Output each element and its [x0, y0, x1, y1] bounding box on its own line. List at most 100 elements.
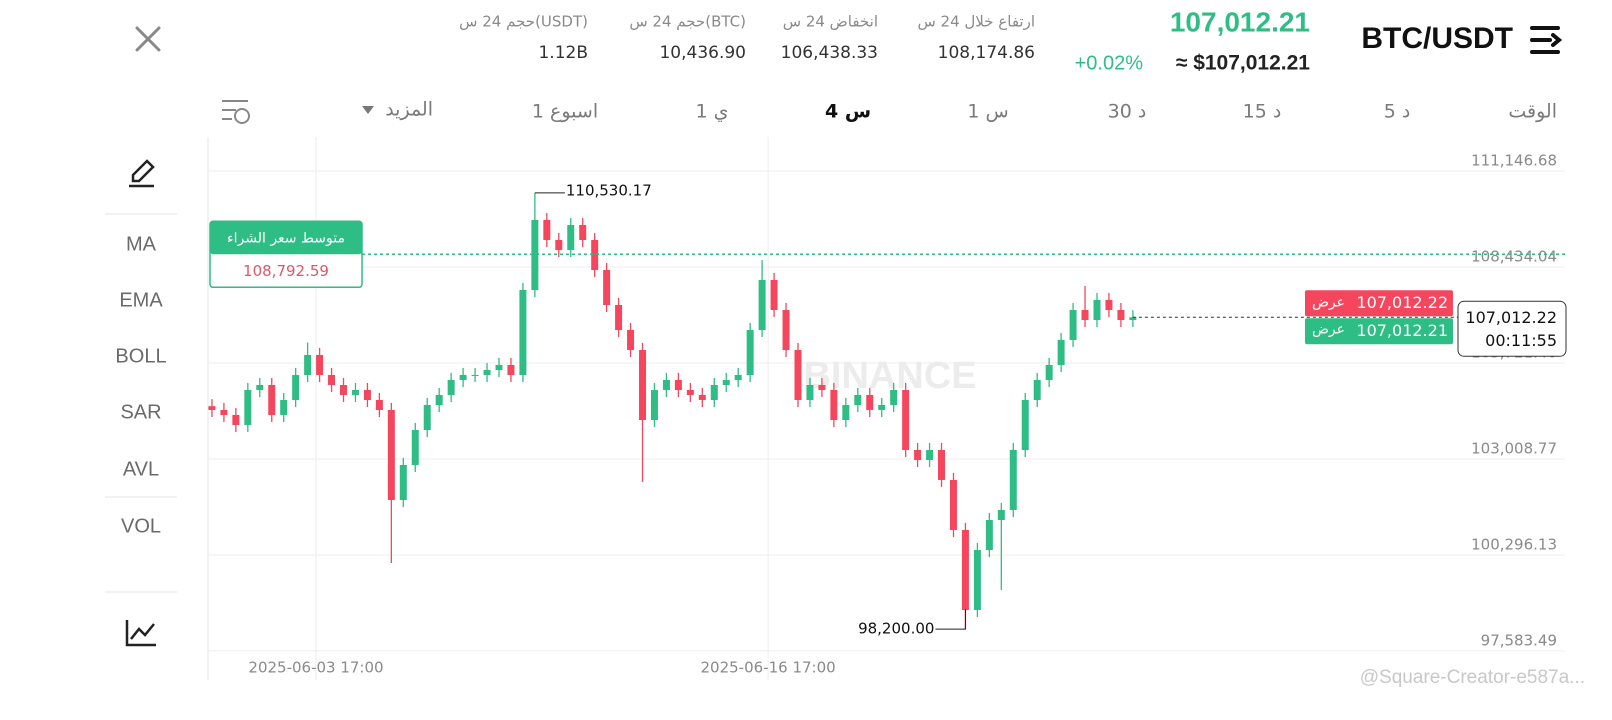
stat-value: 106,438.33 [781, 43, 878, 63]
candle-body [961, 529, 969, 610]
stat-label: ارتفاع خلال 24 س [917, 13, 1035, 31]
candle-body [220, 409, 228, 415]
candle-body [591, 240, 599, 271]
tab[interactable]: 5 د [1384, 101, 1411, 123]
candle-body [423, 404, 431, 430]
candle-body [375, 400, 383, 410]
tab-more[interactable]: المزيد [385, 99, 433, 121]
candle-body [292, 374, 300, 401]
candle-body [387, 409, 395, 501]
plot: 97,583.49100,296.13103,008.77105,721.401… [208, 137, 1567, 680]
candle-body [447, 379, 455, 395]
last-price-box [1457, 300, 1567, 357]
indicator[interactable]: SAR [120, 401, 161, 423]
pair: BTC/USDT [1361, 22, 1513, 55]
indicator[interactable]: VOL [121, 515, 161, 537]
y-tick-label: 108,434.04 [1471, 247, 1557, 265]
candle-body [1009, 450, 1017, 510]
candle-body [615, 305, 623, 330]
stat-label: حجم 24 س(USDT) [459, 13, 588, 31]
candle-body [854, 394, 862, 405]
tab[interactable]: 1 س [967, 101, 1008, 123]
candle-body [1081, 309, 1089, 321]
candle-body [734, 374, 742, 380]
candle-body [806, 385, 814, 401]
menu-icon[interactable] [1530, 26, 1563, 54]
candle-body [938, 450, 946, 480]
watermark: BINANCE [803, 355, 976, 397]
tab: الوقت [1508, 101, 1557, 123]
indicator[interactable]: EMA [119, 289, 163, 311]
y-tick-label: 103,008.77 [1471, 439, 1557, 457]
y-tick-label: 97,583.49 [1481, 631, 1557, 649]
stat-value: 10,436.90 [659, 43, 746, 63]
avg-price-header [210, 221, 362, 255]
chart-icon[interactable] [125, 620, 156, 647]
tab[interactable]: 30 د [1108, 101, 1147, 123]
candle-body [710, 385, 718, 401]
price: 107,012.21 [1170, 6, 1310, 37]
y-tick-label: 111,146.68 [1471, 152, 1557, 170]
candle-body [1093, 300, 1101, 321]
indicator[interactable]: MA [126, 233, 157, 255]
ask-name: عرض [1312, 294, 1345, 310]
candle-body [555, 240, 563, 251]
sidebar-separators [105, 213, 177, 593]
candle-body [746, 329, 754, 375]
avg-price-label: 108,792.59 [243, 262, 329, 280]
candle-body [770, 279, 778, 310]
candle-body [579, 224, 587, 241]
countdown: 00:11:55 [1485, 331, 1557, 350]
bid-price: 107,012.21 [1356, 321, 1448, 340]
tab[interactable]: 15 د [1243, 101, 1282, 123]
candle-body [1057, 339, 1065, 365]
candle-body [818, 385, 826, 390]
candle-body [949, 479, 957, 530]
candle-body [208, 406, 216, 410]
candle-body [459, 374, 467, 380]
candle-body [256, 385, 264, 390]
candle-body [878, 404, 886, 410]
candle-body [782, 309, 790, 351]
stat-value: 1.12B [538, 43, 588, 63]
fiat-price: ≈ $107,012.21 [1176, 52, 1310, 75]
dropdown-arrow [362, 106, 374, 114]
ask-tag [1305, 290, 1453, 317]
candle-body [232, 414, 240, 425]
tab[interactable]: 1 ي [695, 101, 728, 123]
candle-body [507, 364, 515, 375]
candle-body [304, 354, 312, 375]
stat-label: انخفاض 24 س [783, 13, 878, 31]
indicator[interactable]: BOLL [115, 345, 166, 367]
candle-body [1033, 379, 1041, 401]
candle-body [662, 379, 670, 390]
candle-body [351, 389, 359, 395]
settings-icon[interactable] [222, 100, 250, 124]
candle-body [363, 389, 371, 401]
candle-body [866, 394, 874, 410]
candle-body [328, 374, 336, 386]
indicator[interactable]: AVL [123, 458, 159, 480]
candle-body [495, 364, 503, 371]
candle-body [543, 220, 551, 241]
candle-body [519, 289, 527, 375]
avg-price-name: متوسط سعر الشراء [227, 230, 345, 246]
tab-selected[interactable]: 4 س [825, 101, 871, 123]
tab[interactable]: 1 اسبوع [532, 101, 598, 123]
draw-icon[interactable] [129, 159, 155, 188]
candle-body [1117, 309, 1125, 321]
candle-body [567, 224, 575, 251]
close-button[interactable] [135, 26, 161, 52]
stat-value: 108,174.86 [938, 43, 1035, 63]
candle-body [973, 549, 981, 610]
candle-body [890, 389, 898, 405]
candle-body [842, 404, 850, 420]
candle-body [411, 429, 419, 465]
candle-body [244, 389, 252, 425]
candle-body [627, 329, 635, 351]
candle-body [1021, 400, 1029, 451]
candle-body [1045, 364, 1053, 380]
candle-body [902, 389, 910, 451]
candle-body [1129, 317, 1137, 321]
candle-body [639, 350, 647, 420]
